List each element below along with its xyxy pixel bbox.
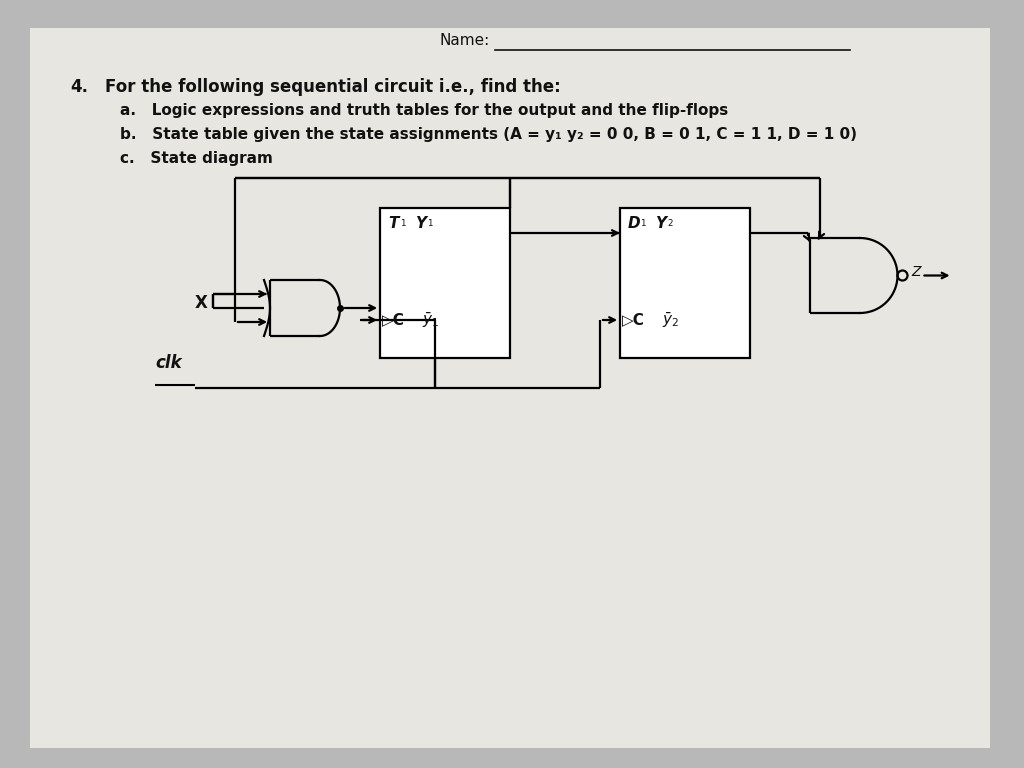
Text: D: D (628, 216, 641, 231)
Text: a.   Logic expressions and truth tables for the output and the flip-flops: a. Logic expressions and truth tables fo… (120, 103, 728, 118)
FancyBboxPatch shape (620, 208, 750, 358)
Text: Y: Y (415, 216, 426, 231)
Text: Z: Z (911, 264, 921, 279)
FancyBboxPatch shape (30, 28, 990, 748)
Text: clk: clk (155, 354, 181, 372)
Text: Y: Y (655, 216, 666, 231)
Text: $_1$: $_1$ (427, 216, 434, 229)
Text: $_2$: $_2$ (667, 216, 674, 229)
Text: For the following sequential circuit i.e., find the:: For the following sequential circuit i.e… (105, 78, 561, 96)
Text: X: X (195, 294, 208, 312)
Text: ▷C: ▷C (622, 313, 645, 327)
FancyBboxPatch shape (380, 208, 510, 358)
Text: $_1$: $_1$ (400, 216, 407, 229)
Text: Name:: Name: (439, 33, 490, 48)
Text: 4.: 4. (70, 78, 88, 96)
Text: $_1$: $_1$ (640, 216, 647, 229)
Text: b.   State table given the state assignments (A = y₁ y₂ = 0 0, B = 0 1, C = 1 1,: b. State table given the state assignmen… (120, 127, 857, 142)
Text: c.   State diagram: c. State diagram (120, 151, 272, 166)
Text: T: T (388, 216, 398, 231)
Text: $\bar{y}_1$: $\bar{y}_1$ (422, 310, 439, 329)
Text: $\bar{y}_2$: $\bar{y}_2$ (662, 310, 679, 329)
Text: ▷C: ▷C (382, 313, 404, 327)
